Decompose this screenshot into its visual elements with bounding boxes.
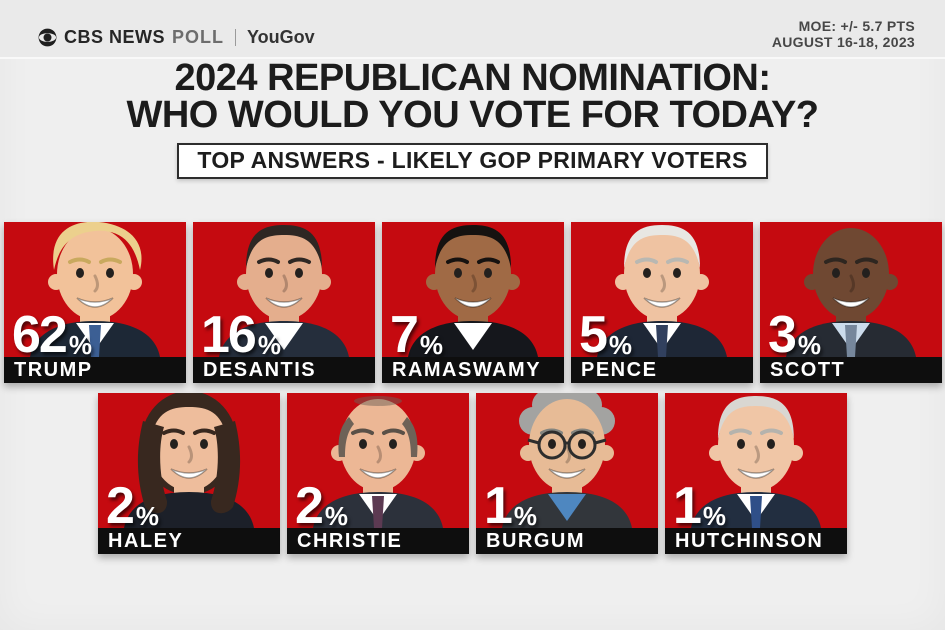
- percent-sign: %: [135, 501, 160, 528]
- candidate-avatar: [502, 393, 632, 528]
- candidate-photo: 1%: [476, 393, 658, 528]
- candidate-avatar: [408, 225, 538, 357]
- percentage-value: 5: [579, 306, 608, 357]
- percent-sign: %: [608, 330, 633, 357]
- poll-metadata: MOE: +/- 5.7 PTS AUGUST 16-18, 2023: [772, 18, 915, 50]
- candidate-avatar: [124, 393, 254, 528]
- candidates-row-1: 62% TRUMP 16% DESANTIS 7% RAMASWAMY 5% PENCE 3% S…: [0, 222, 945, 383]
- candidate-avatar: [30, 222, 160, 357]
- brand-network: CBS NEWS: [64, 27, 166, 47]
- candidates-row-2: 2% HALEY 2% CHRISTIE 1% BURGUM 1% HUTCHINSON: [0, 393, 945, 554]
- candidate-photo: 1%: [665, 393, 847, 528]
- page-title: 2024 REPUBLICAN NOMINATION: WHO WOULD YO…: [0, 57, 945, 136]
- percentage-value: 2: [106, 477, 135, 528]
- candidate-name: DESANTIS: [193, 357, 375, 383]
- candidate-photo: 3%: [760, 222, 942, 357]
- candidate-photo: 7%: [382, 222, 564, 357]
- candidate-photo: 2%: [287, 393, 469, 528]
- percentage-value: 3: [768, 306, 797, 357]
- percentage-value: 1: [673, 477, 702, 528]
- candidate-name: HUTCHINSON: [665, 528, 847, 554]
- percent-sign: %: [513, 501, 538, 528]
- candidate-name: HALEY: [98, 528, 280, 554]
- candidate-card-scott: 3% SCOTT: [760, 222, 942, 383]
- candidate-name: TRUMP: [4, 357, 186, 383]
- percentage-value: 2: [295, 477, 324, 528]
- candidate-photo: 16%: [193, 222, 375, 357]
- percentage-value: 62: [12, 306, 68, 357]
- candidate-card-haley: 2% HALEY: [98, 393, 280, 554]
- field-dates: AUGUST 16-18, 2023: [771, 34, 915, 50]
- candidate-percentage: 1%: [673, 477, 727, 528]
- candidate-name: BURGUM: [476, 528, 658, 554]
- title-block: 2024 REPUBLICAN NOMINATION: WHO WOULD YO…: [0, 57, 945, 179]
- percent-sign: %: [797, 330, 822, 357]
- candidate-percentage: 2%: [106, 477, 160, 528]
- percent-sign: %: [702, 501, 727, 528]
- subtitle-banner: TOP ANSWERS - LIKELY GOP PRIMARY VOTERS: [177, 143, 768, 179]
- title-line-1: 2024 REPUBLICAN NOMINATION:: [174, 57, 771, 99]
- candidate-photo: 62%: [4, 222, 186, 357]
- candidate-percentage: 7%: [390, 306, 444, 357]
- candidate-percentage: 16%: [201, 306, 281, 357]
- percent-sign: %: [419, 330, 444, 357]
- candidate-card-ramaswamy: 7% RAMASWAMY: [382, 222, 564, 383]
- candidate-percentage: 2%: [295, 477, 349, 528]
- title-line-2: WHO WOULD YOU VOTE FOR TODAY?: [126, 94, 819, 136]
- candidate-avatar: [691, 396, 821, 528]
- margin-of-error: MOE: +/- 5.7 PTS: [798, 18, 915, 34]
- candidate-avatar: [597, 225, 727, 357]
- candidate-percentage: 1%: [484, 477, 538, 528]
- percentage-value: 1: [484, 477, 513, 528]
- candidate-avatar: [313, 396, 443, 528]
- candidate-card-desantis: 16% DESANTIS: [193, 222, 375, 383]
- candidate-name: CHRISTIE: [287, 528, 469, 554]
- candidate-avatar: [786, 228, 916, 357]
- header-bar: CBS NEWS POLL YouGov MOE: +/- 5.7 PTS AU…: [0, 0, 945, 59]
- percent-sign: %: [324, 501, 349, 528]
- candidate-photo: 2%: [98, 393, 280, 528]
- candidate-avatar: [219, 225, 349, 357]
- brand-product: POLL: [172, 27, 225, 47]
- percentage-value: 16: [201, 306, 257, 357]
- candidate-card-hutchinson: 1% HUTCHINSON: [665, 393, 847, 554]
- candidate-percentage: 5%: [579, 306, 633, 357]
- candidate-name: PENCE: [571, 357, 753, 383]
- candidate-name: RAMASWAMY: [382, 357, 564, 383]
- percent-sign: %: [257, 330, 281, 357]
- brand-divider: [235, 29, 237, 46]
- candidate-name: SCOTT: [760, 357, 942, 383]
- candidate-percentage: 62%: [12, 306, 92, 357]
- candidate-percentage: 3%: [768, 306, 822, 357]
- candidate-card-christie: 2% CHRISTIE: [287, 393, 469, 554]
- brand-partner: YouGov: [247, 27, 315, 47]
- percentage-value: 7: [390, 306, 419, 357]
- candidate-photo: 5%: [571, 222, 753, 357]
- candidate-card-trump: 62% TRUMP: [4, 222, 186, 383]
- candidate-card-pence: 5% PENCE: [571, 222, 753, 383]
- percent-sign: %: [68, 330, 92, 357]
- candidate-card-burgum: 1% BURGUM: [476, 393, 658, 554]
- cbs-eye-icon: [38, 28, 57, 47]
- cbs-news-poll-logo: CBS NEWS POLL YouGov: [38, 27, 315, 48]
